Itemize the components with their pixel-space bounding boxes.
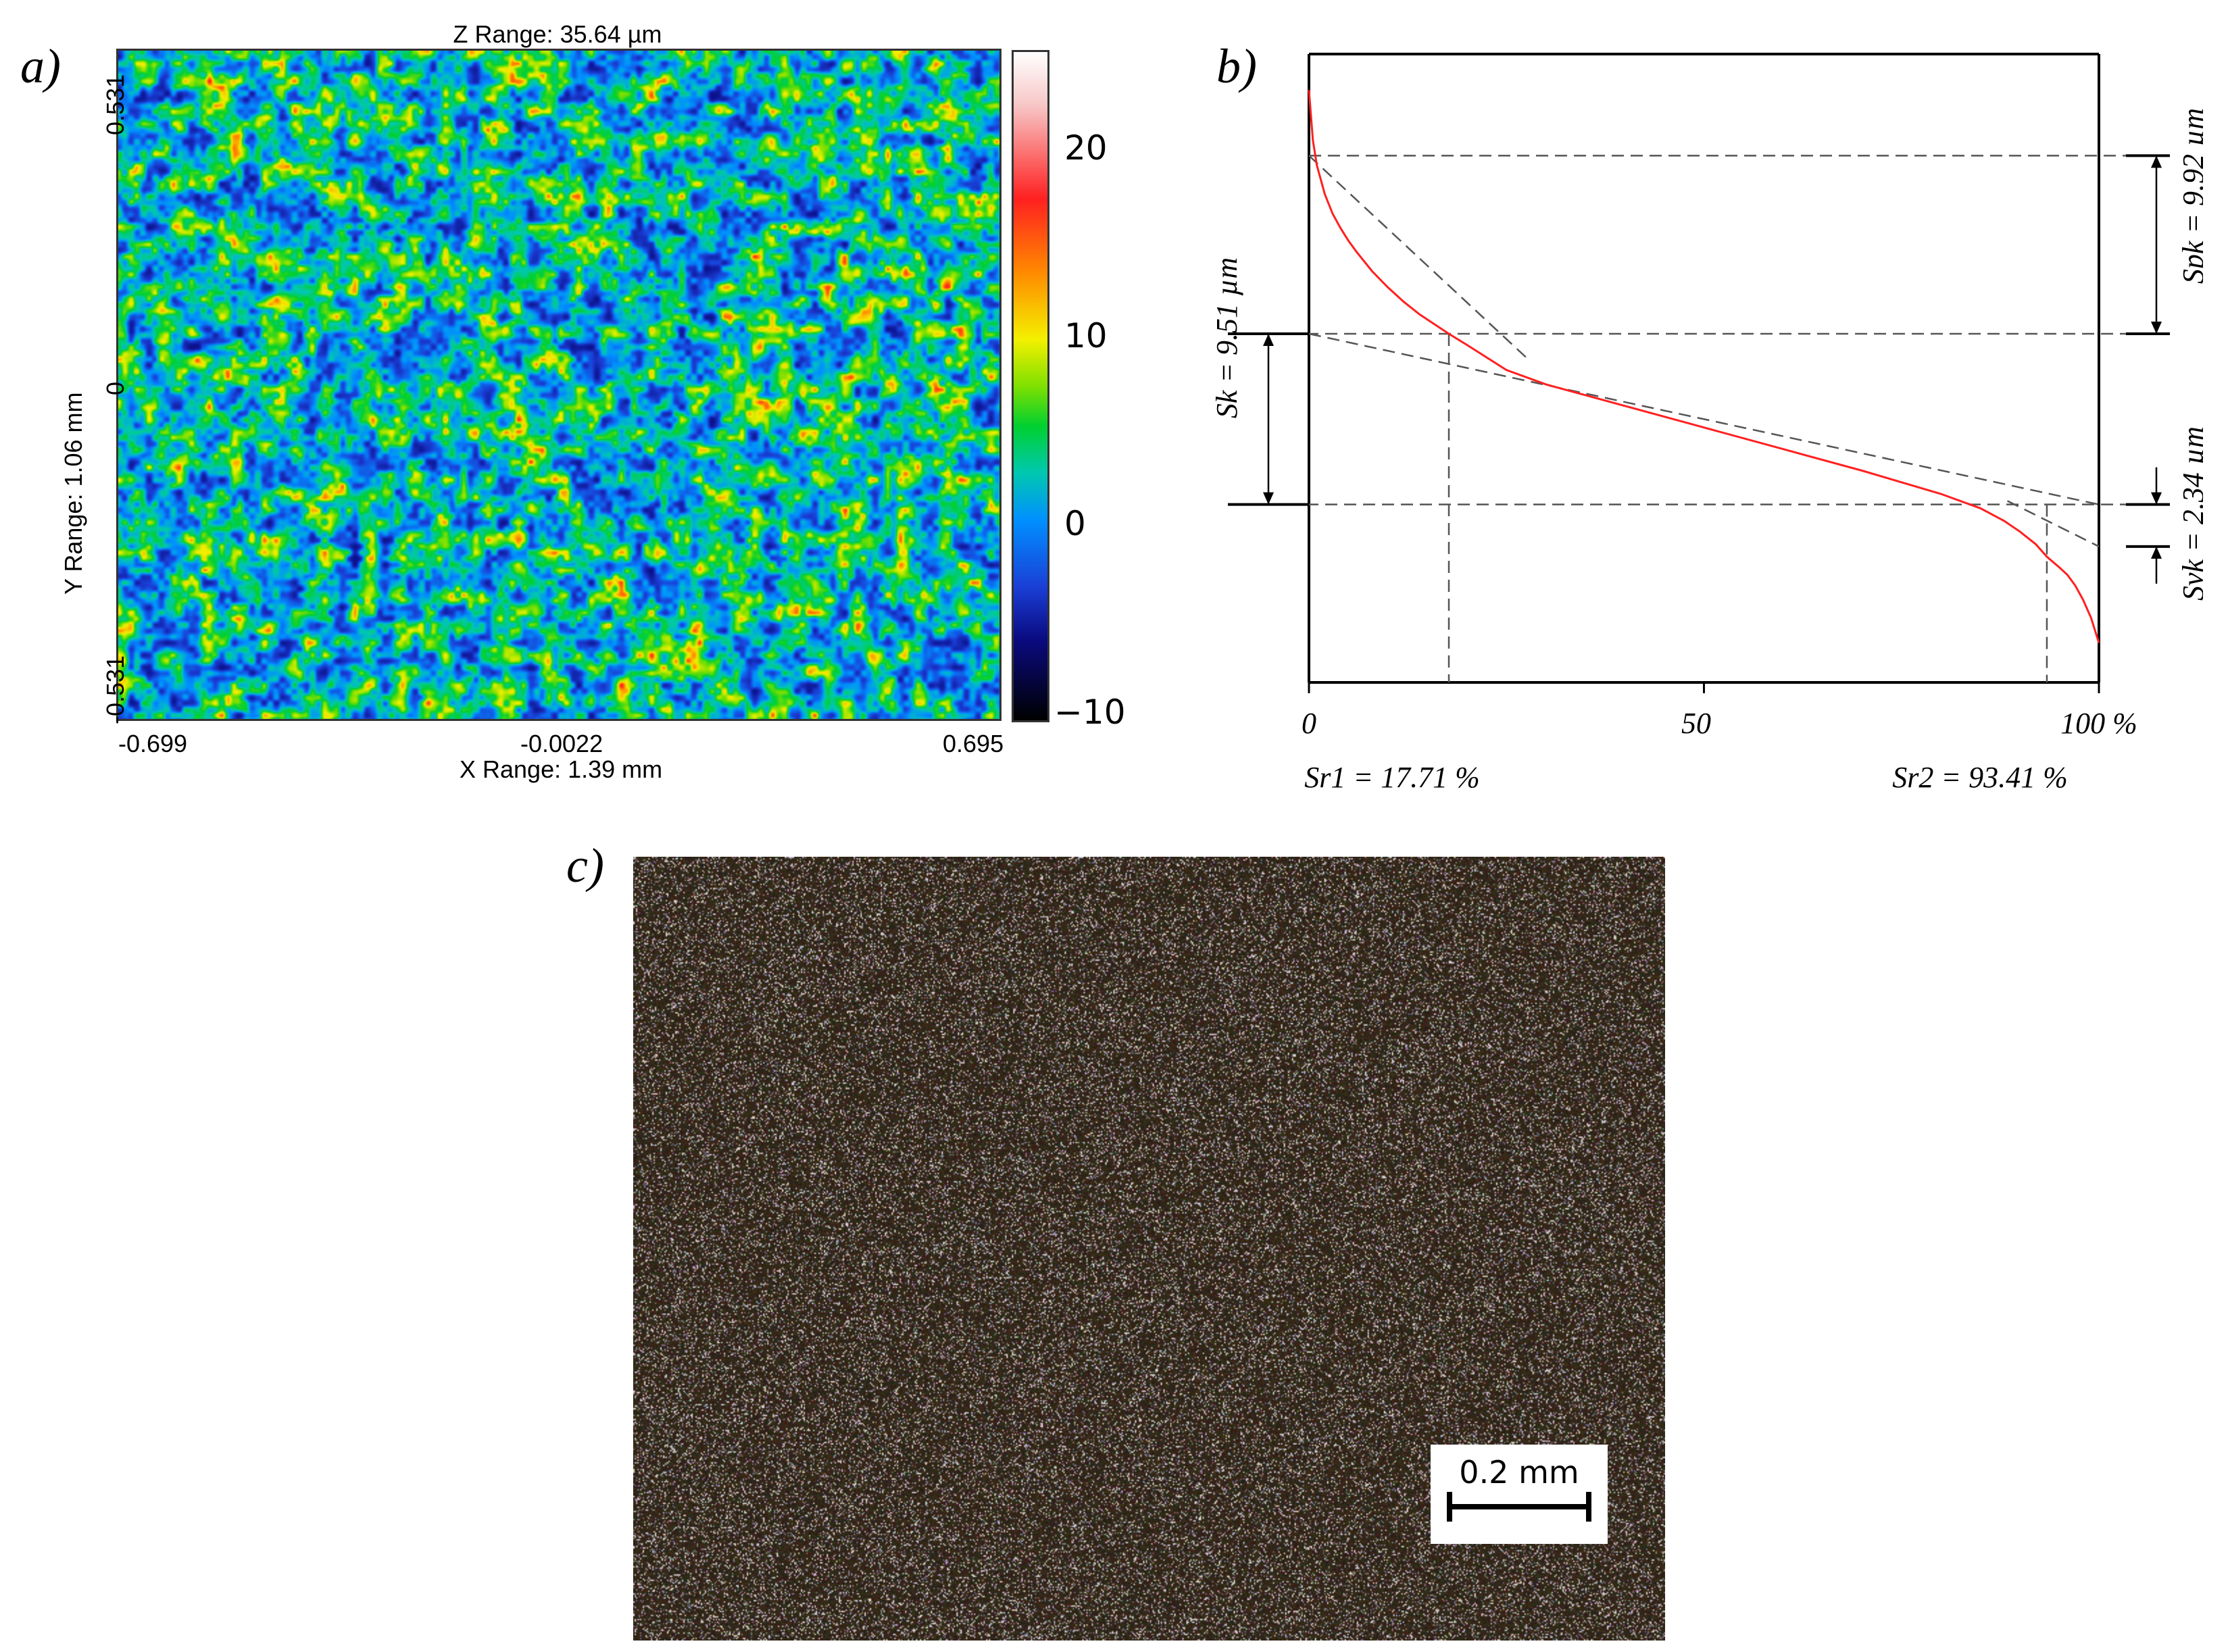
- panel-label-a: a): [20, 39, 61, 93]
- svk-arrow-head-top: [2151, 492, 2162, 505]
- x-tick-left: -0.699: [118, 730, 188, 757]
- scale-bar-cap-left: [1447, 1492, 1452, 1522]
- x-tick-0: 0: [1302, 707, 1316, 740]
- surface-height-map: [116, 49, 1001, 721]
- scale-bar-line: [1450, 1504, 1589, 1509]
- panel-label-c: c): [566, 838, 604, 893]
- equivalent-line: [1308, 332, 2100, 505]
- sk-label: Sk = 9.51 µm: [1210, 257, 1243, 418]
- heatmap-ylabel: Y Range: 1.06 mm: [59, 392, 87, 595]
- sr1-label: Sr1 = 17.71 %: [1304, 761, 1479, 794]
- svk-arrow-head-bottom: [2151, 546, 2162, 559]
- colorbar-tick-minus10: −10: [1054, 693, 1126, 732]
- sk-arrow-head-top: [1263, 333, 1274, 346]
- scale-bar-cap-right: [1586, 1492, 1591, 1522]
- y-tick-top: 0.531: [101, 74, 129, 135]
- colorbar-tick-0: 0: [1064, 504, 1086, 543]
- panel-label-b: b): [1216, 39, 1257, 93]
- svk-triangle: [2006, 500, 2100, 547]
- spk-triangle: [1308, 155, 1527, 358]
- sk-arrow-head-bottom: [1263, 492, 1274, 505]
- sr2-label: Sr2 = 93.41 %: [1892, 761, 2067, 794]
- scale-bar: 0.2 mm: [1431, 1445, 1608, 1544]
- spk-label: Spk = 9.92 µm: [2177, 108, 2203, 284]
- spk-arrow-head-bottom: [2151, 321, 2162, 334]
- heatmap-title: Z Range: 35.64 µm: [453, 20, 662, 48]
- svk-label: Svk = 2.34 µm: [2177, 426, 2203, 601]
- bearing-curve-series-0: [1308, 89, 2100, 643]
- colorbar-tick-20: 20: [1064, 128, 1108, 168]
- y-tick-bottom: -0.531: [101, 655, 129, 724]
- colorbar: [1012, 50, 1049, 722]
- x-tick-right: 0.695: [943, 730, 1004, 757]
- y-tick-mid: 0: [101, 381, 129, 395]
- spk-arrow-head-top: [2151, 155, 2162, 168]
- heatmap-xlabel: X Range: 1.39 mm: [460, 755, 663, 783]
- x-tick-100: 100 %: [2060, 707, 2137, 740]
- bearing-area-chart: 0 50 100 % Sr1 = 17.71 % Sr2 = 93.41 % S…: [1210, 53, 2203, 794]
- scale-bar-label: 0.2 mm: [1459, 1454, 1579, 1491]
- x-tick-mid: -0.0022: [520, 730, 603, 757]
- colorbar-tick-10: 10: [1064, 316, 1108, 355]
- x-tick-50: 50: [1681, 707, 1711, 740]
